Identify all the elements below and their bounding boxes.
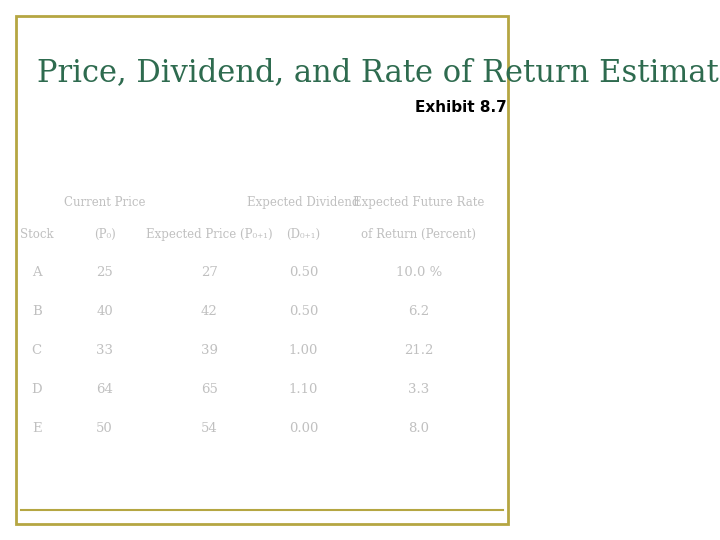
Text: 21.2: 21.2 — [404, 344, 433, 357]
Text: 33: 33 — [96, 344, 113, 357]
Text: 8.0: 8.0 — [408, 422, 429, 435]
Text: (P₀): (P₀) — [94, 228, 116, 241]
Text: 0.00: 0.00 — [289, 422, 318, 435]
Text: B: B — [32, 305, 42, 318]
Text: 1.00: 1.00 — [289, 344, 318, 357]
FancyBboxPatch shape — [16, 16, 508, 524]
Text: A: A — [32, 266, 42, 279]
Text: 6.2: 6.2 — [408, 305, 429, 318]
Text: 42: 42 — [201, 305, 217, 318]
Text: 0.50: 0.50 — [289, 305, 318, 318]
Text: Price, Dividend, and Rate of Return Estimates: Price, Dividend, and Rate of Return Esti… — [37, 57, 720, 87]
Text: 27: 27 — [201, 266, 218, 279]
Text: E: E — [32, 422, 42, 435]
Text: 3.3: 3.3 — [408, 383, 429, 396]
Text: 10.0 %: 10.0 % — [395, 266, 442, 279]
Text: 1.10: 1.10 — [289, 383, 318, 396]
Text: 39: 39 — [201, 344, 218, 357]
Text: C: C — [32, 344, 42, 357]
Text: 54: 54 — [201, 422, 217, 435]
Text: Expected Dividend: Expected Dividend — [248, 196, 360, 209]
Text: 0.50: 0.50 — [289, 266, 318, 279]
Text: Expected Price (P₀₊₁): Expected Price (P₀₊₁) — [146, 228, 273, 241]
Text: 64: 64 — [96, 383, 113, 396]
Text: of Return (Percent): of Return (Percent) — [361, 228, 476, 241]
Text: 50: 50 — [96, 422, 113, 435]
Text: Exhibit 8.7: Exhibit 8.7 — [415, 100, 506, 115]
Text: 65: 65 — [201, 383, 218, 396]
Text: Expected Future Rate: Expected Future Rate — [353, 196, 485, 209]
Text: (D₀₊₁): (D₀₊₁) — [287, 228, 320, 241]
Text: D: D — [32, 383, 42, 396]
Text: 25: 25 — [96, 266, 113, 279]
Text: 40: 40 — [96, 305, 113, 318]
Text: Stock: Stock — [20, 228, 53, 241]
Text: Current Price: Current Price — [64, 196, 145, 209]
